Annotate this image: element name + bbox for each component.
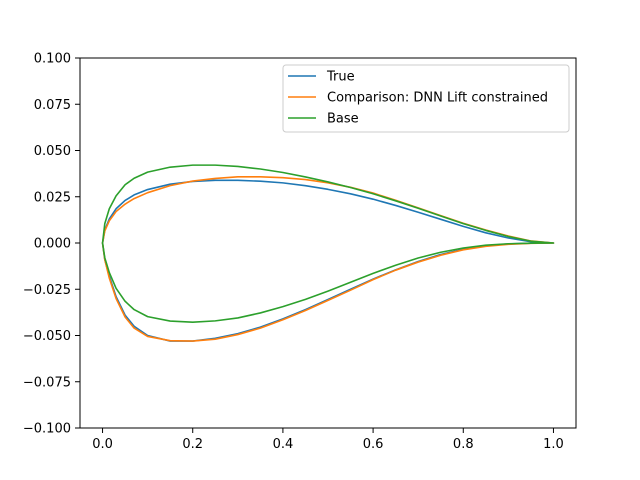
x-tick-label: 0.6 bbox=[363, 437, 384, 452]
y-tick-label: 0.075 bbox=[34, 98, 71, 113]
legend-label: Comparison: DNN Lift constrained bbox=[327, 91, 548, 106]
y-axis: −0.100 −0.075 −0.050 −0.025 0.000 0.025 0.050 0… bbox=[23, 52, 80, 437]
series-layer bbox=[101, 164, 555, 342]
x-tick-label: 0.4 bbox=[273, 437, 294, 452]
x-tick-label: 0.0 bbox=[92, 437, 113, 452]
x-tick-label: 0.2 bbox=[182, 437, 203, 452]
series-line-3 bbox=[101, 164, 555, 323]
series-line-1 bbox=[101, 179, 555, 342]
y-tick-label: 0.000 bbox=[34, 237, 71, 252]
legend: True Comparison: DNN Lift constrained Base bbox=[282, 64, 570, 133]
y-tick-label: −0.025 bbox=[23, 283, 71, 298]
x-tick-label: 0.8 bbox=[453, 437, 474, 452]
series-line-2 bbox=[101, 175, 555, 342]
legend-box bbox=[282, 64, 570, 133]
y-tick-label: −0.100 bbox=[23, 422, 71, 437]
y-tick-label: 0.025 bbox=[34, 190, 71, 205]
y-tick-label: 0.100 bbox=[34, 52, 71, 67]
legend-label: True bbox=[326, 70, 355, 85]
y-tick-label: −0.050 bbox=[23, 329, 71, 344]
y-tick-label: −0.075 bbox=[23, 375, 71, 390]
x-axis: 0.0 0.2 0.4 0.6 0.8 1.0 bbox=[92, 428, 564, 452]
y-tick-label: 0.050 bbox=[34, 144, 71, 159]
legend-label: Base bbox=[327, 112, 359, 127]
x-tick-label: 1.0 bbox=[543, 437, 564, 452]
